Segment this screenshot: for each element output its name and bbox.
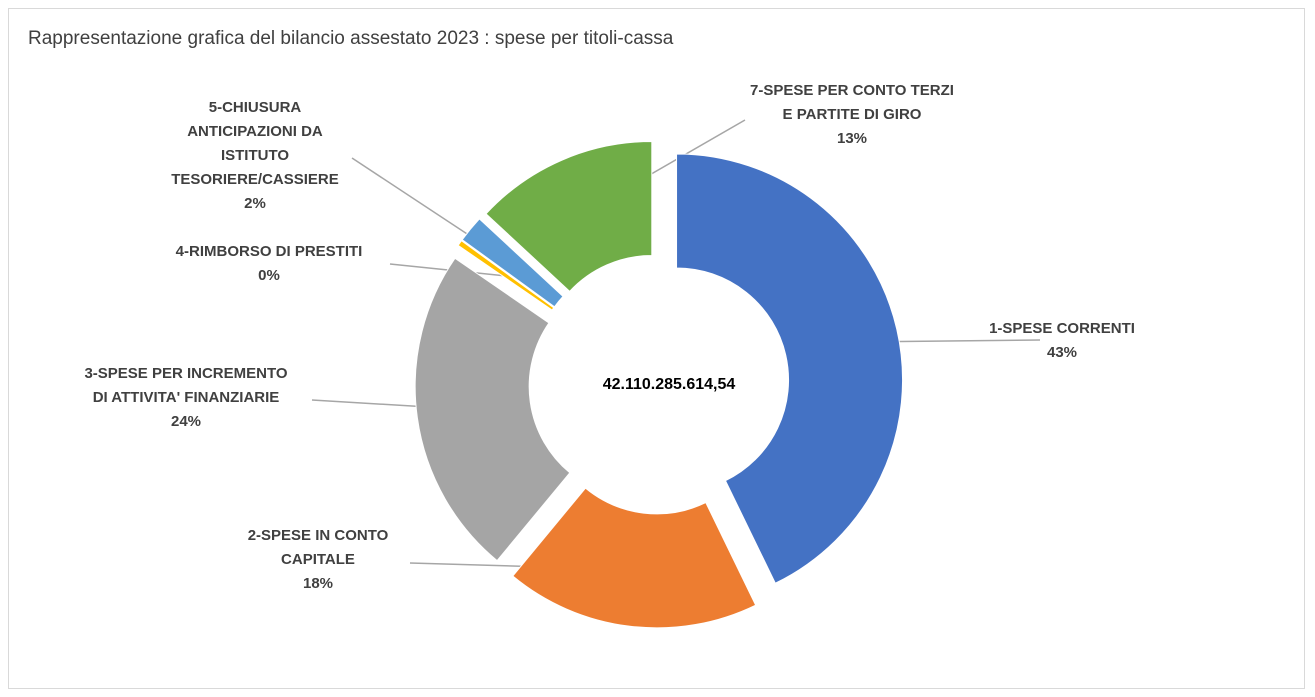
slice-label-6: 7-SPESE PER CONTO TERZI E PARTITE DI GIRO… <box>750 82 954 147</box>
slice-label-4: 4-RIMBORSO DI PRESTITI 0% <box>176 243 363 284</box>
slice-label-3: 3-SPESE PER INCREMENTO DI ATTIVITA' FINAN… <box>84 365 287 430</box>
slice-label-5: 5-CHIUSURA ANTICIPAZIONI DA ISTITUTO TESORI… <box>171 99 339 212</box>
donut-center-total: 42.110.285.614,54 <box>603 376 736 393</box>
donut-slice-2 <box>513 488 756 628</box>
slice-label-2: 2-SPESE IN CONTO CAPITALE 18% <box>248 527 389 592</box>
